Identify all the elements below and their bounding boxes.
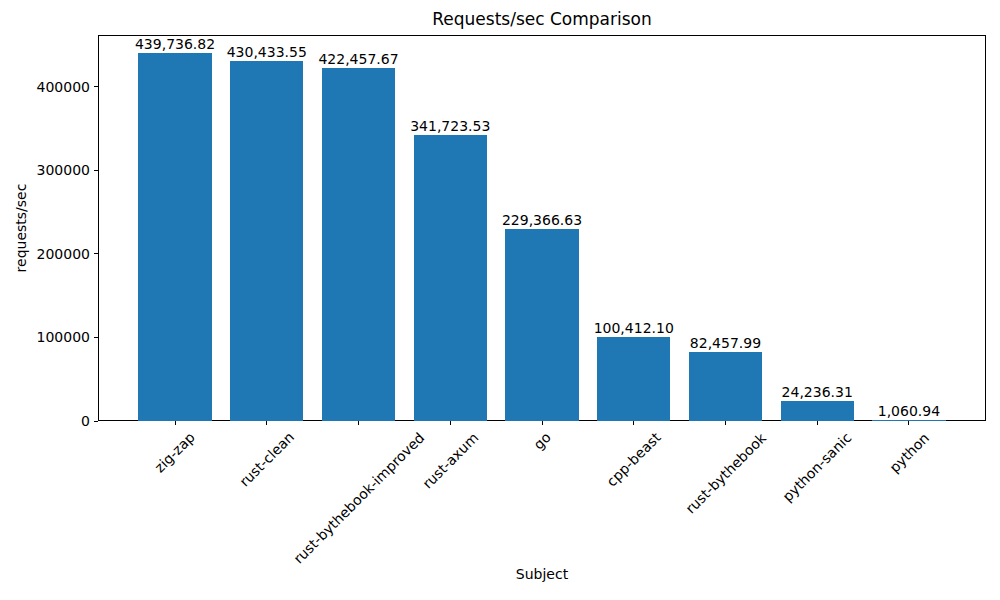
x-tick-label: rust-bythebook-improved <box>291 430 427 566</box>
bar <box>689 352 762 421</box>
y-tick-label: 100000 <box>0 330 90 344</box>
y-tick-label: 0 <box>0 414 90 428</box>
bar-value-label: 341,723.53 <box>410 118 490 135</box>
bar-value-label: 1,060.94 <box>878 403 940 420</box>
x-tick-mark <box>725 421 726 425</box>
x-tick-label: cpp-beast <box>604 430 663 489</box>
y-tick-label: 300000 <box>0 163 90 177</box>
x-tick-label: rust-clean <box>237 430 296 489</box>
y-tick-mark <box>94 170 98 171</box>
x-tick-label: zig-zap <box>152 430 197 475</box>
chart-layer: 0100000200000300000400000439,736.82zig-z… <box>0 0 1000 600</box>
x-tick-label: go <box>531 430 553 452</box>
x-tick-mark <box>266 421 267 425</box>
bar <box>414 135 487 421</box>
y-axis-label: requests/sec <box>14 184 28 273</box>
bar <box>781 401 854 421</box>
x-tick-mark <box>358 421 359 425</box>
bar-value-label: 439,736.82 <box>135 36 215 53</box>
x-tick-label: rust-axum <box>420 430 481 491</box>
x-tick-mark <box>908 421 909 425</box>
bar <box>230 61 303 421</box>
bar <box>597 337 670 421</box>
y-tick-mark <box>94 337 98 338</box>
x-tick-mark <box>817 421 818 425</box>
x-tick-mark <box>633 421 634 425</box>
x-tick-label: python <box>887 430 932 475</box>
figure: Requests/sec Comparison 0100000200000300… <box>0 0 1000 600</box>
x-tick-mark <box>450 421 451 425</box>
bar <box>505 229 578 421</box>
bar-value-label: 100,412.10 <box>594 320 674 337</box>
bar-value-label: 430,433.55 <box>227 44 307 61</box>
bar-value-label: 422,457.67 <box>318 51 398 68</box>
bar <box>322 68 395 421</box>
x-tick-mark <box>175 421 176 425</box>
x-axis-label: Subject <box>98 566 986 583</box>
bar-value-label: 24,236.31 <box>782 384 853 401</box>
y-tick-mark <box>94 421 98 422</box>
x-tick-label: python-sanic <box>780 430 854 504</box>
y-tick-label: 400000 <box>0 80 90 94</box>
bar-value-label: 229,366.63 <box>502 212 582 229</box>
x-tick-label: rust-bythebook <box>683 430 768 515</box>
x-tick-mark <box>542 421 543 425</box>
bar <box>138 53 211 421</box>
y-tick-mark <box>94 86 98 87</box>
bar-value-label: 82,457.99 <box>690 335 761 352</box>
y-tick-mark <box>94 253 98 254</box>
